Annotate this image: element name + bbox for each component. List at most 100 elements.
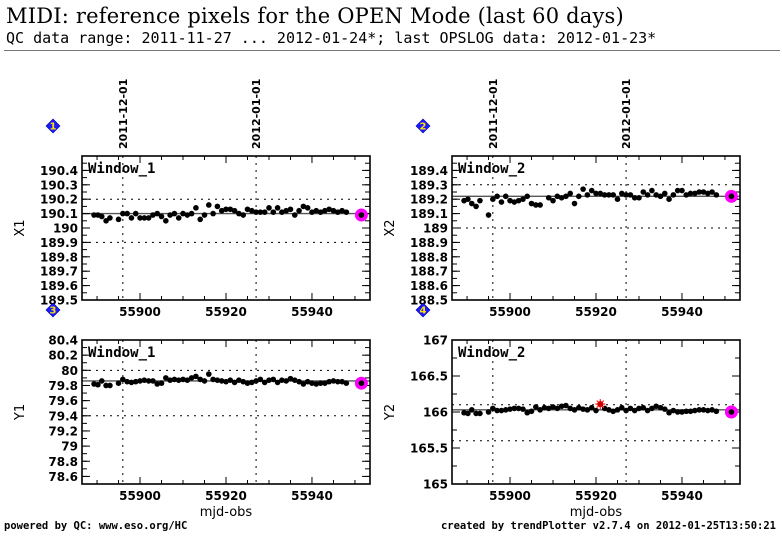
panel-badge-diamond-icon [415, 118, 431, 134]
x-tick-label: 55940 [291, 305, 333, 319]
data-point [558, 194, 565, 201]
y-tick-label: 188.8 [410, 250, 448, 264]
data-point [313, 381, 320, 387]
data-point [270, 376, 277, 383]
data-point [567, 190, 574, 197]
data-point [120, 210, 126, 217]
data-point [507, 197, 513, 204]
data-point [614, 196, 621, 202]
data-point [576, 193, 582, 200]
data-point [477, 197, 483, 204]
data-point [296, 378, 302, 385]
data-point [158, 213, 165, 220]
data-point [167, 212, 173, 218]
data-point [550, 404, 556, 410]
date-marker-label: 2012-01-01 [620, 79, 633, 149]
outlier-star-icon [595, 399, 606, 410]
panel-4: 4 55900 55920 55940 165 165.5 166 166.5 167 Y2 mjd… [383, 302, 741, 520]
data-point [567, 405, 574, 412]
data-point [188, 210, 195, 217]
date-marker-label: 2012-01-01 [250, 79, 263, 149]
data-point [679, 409, 685, 415]
data-point [649, 187, 655, 194]
data-point [661, 190, 668, 197]
data-point [477, 410, 483, 417]
data-point [253, 378, 259, 384]
data-point [163, 375, 169, 381]
data-point [214, 377, 221, 383]
data-point [692, 190, 698, 197]
x-tick-label: 55900 [119, 305, 161, 319]
data-point [231, 207, 238, 214]
data-point [343, 380, 350, 387]
data-point [515, 405, 522, 412]
data-point [623, 407, 629, 414]
data-point [283, 207, 289, 214]
data-point [339, 378, 345, 385]
data-point [180, 376, 186, 383]
data-point [674, 187, 681, 194]
data-point [473, 203, 479, 210]
data-point [184, 377, 191, 383]
data-point [563, 193, 569, 200]
data-point [128, 215, 135, 221]
data-point [137, 215, 143, 221]
y-axis-label: X1 [13, 219, 28, 236]
page-title: MIDI: reference pixels for the OPEN Mode… [6, 4, 624, 28]
data-point [124, 378, 130, 385]
data-point [132, 378, 139, 385]
data-point [683, 408, 690, 415]
panel-badge-number: 4 [420, 306, 427, 317]
x-axis-label: mjd-obs [570, 505, 623, 520]
data-point [631, 194, 638, 201]
data-point [175, 377, 182, 383]
data-point [103, 218, 109, 224]
data-point [193, 373, 199, 380]
data-point [343, 209, 350, 215]
panel-badge-diamond-icon [45, 302, 61, 318]
y-tick-label: 190.4 [40, 164, 78, 178]
data-point [545, 405, 552, 412]
x-tick-label: 55920 [205, 305, 247, 319]
y-axis-label: X2 [383, 219, 398, 236]
data-point [580, 406, 586, 412]
data-point [330, 207, 337, 214]
data-point [640, 404, 647, 411]
data-point [206, 202, 212, 208]
data-point [485, 409, 492, 415]
panel-badge-diamond-icon [415, 302, 431, 318]
data-point [227, 377, 234, 383]
data-point [253, 209, 259, 215]
data-point [300, 381, 307, 387]
data-point [653, 403, 659, 410]
y-tick-label: 188.7 [410, 265, 448, 279]
data-point [291, 377, 298, 383]
data-point [696, 407, 702, 413]
data-point [618, 404, 625, 411]
data-point [150, 378, 156, 384]
data-point [141, 215, 148, 221]
data-point [528, 408, 535, 415]
y-tick-label: 80 [61, 364, 78, 378]
data-point [679, 187, 685, 194]
data-point [576, 404, 582, 411]
data-point [309, 380, 315, 387]
data-point [563, 402, 569, 409]
panel-window-label: Window_2 [458, 161, 525, 177]
data-point [593, 407, 599, 414]
x-tick-label: 55900 [489, 305, 531, 319]
data-point [334, 378, 341, 385]
data-point [644, 192, 651, 198]
data-point [601, 192, 608, 198]
data-point [206, 371, 212, 377]
panel-badge-number: 1 [50, 122, 57, 133]
data-point [248, 207, 255, 214]
y-tick-label: 165 [423, 478, 448, 492]
data-point [666, 196, 672, 202]
date-marker-label: 2011-12-01 [487, 79, 500, 149]
y-tick-label: 188.9 [410, 236, 448, 250]
data-point [261, 209, 268, 215]
data-point [468, 407, 475, 413]
data-point [554, 193, 561, 200]
